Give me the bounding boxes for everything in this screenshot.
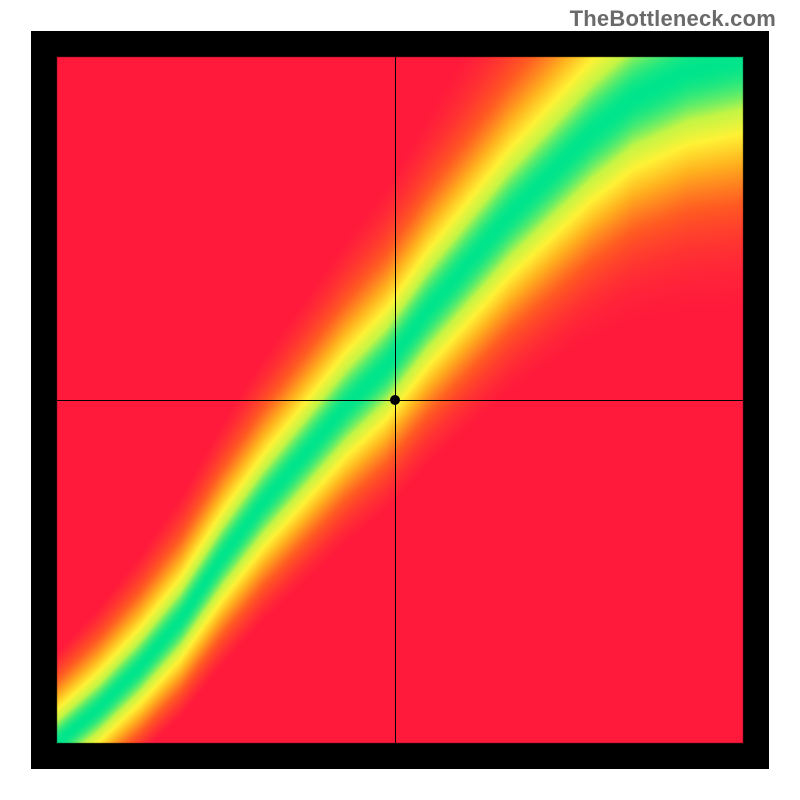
bottleneck-heatmap [31,31,769,769]
selection-marker [390,395,400,405]
watermark-text: TheBottleneck.com [570,6,776,32]
